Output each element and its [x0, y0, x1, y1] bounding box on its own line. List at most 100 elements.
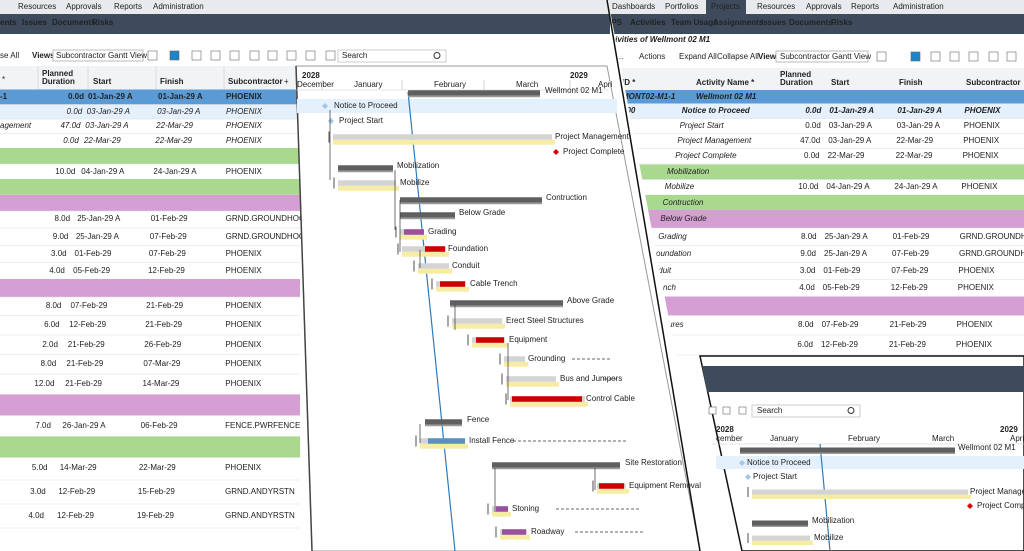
cell: 5.0d	[32, 463, 48, 472]
month: February	[434, 80, 466, 89]
cell: 22-Mar-29	[896, 151, 933, 160]
toolbar-icon[interactable]	[325, 50, 336, 61]
row-band	[0, 89, 300, 105]
cell-id: MONT02-M1-1	[622, 92, 676, 101]
toolbar-item[interactable]: Expand All	[679, 52, 717, 61]
collapse-all[interactable]: se All	[0, 51, 19, 60]
summary-bar	[408, 90, 540, 96]
toolbar-icon[interactable]	[876, 51, 887, 62]
toolbar-icon[interactable]	[229, 50, 240, 61]
cell: 4.0d	[799, 283, 815, 292]
toolbar-icon[interactable]	[722, 406, 731, 415]
add-column[interactable]: +	[284, 77, 289, 86]
cell: 01-Feb-29	[151, 214, 188, 223]
menu-item[interactable]: Resources	[18, 2, 56, 11]
submenu-item[interactable]: Documents	[789, 18, 833, 27]
bar-progress	[476, 337, 504, 343]
task-label: Control Cable	[586, 394, 635, 403]
bar-progress	[502, 529, 526, 535]
search-box[interactable]	[751, 404, 861, 418]
toolbar-icon[interactable]	[738, 406, 747, 415]
search-box[interactable]	[337, 49, 447, 63]
submenu-item[interactable]: Risks	[831, 18, 853, 27]
milestone	[328, 118, 334, 124]
task-label: Project Management	[555, 132, 630, 141]
cell: 24-Jan-29 A	[153, 167, 197, 176]
toolbar-icon[interactable]	[305, 50, 316, 61]
menu-item[interactable]: Portfolios	[665, 2, 698, 11]
submenu-item[interactable]: Risks	[92, 18, 114, 27]
submenu-item[interactable]: Issues	[22, 18, 47, 27]
toolbar-icon[interactable]	[930, 51, 941, 62]
cell-name: Mobilize	[665, 182, 695, 191]
task-label: Install Fence	[469, 436, 515, 445]
toolbar-icon[interactable]	[988, 51, 999, 62]
menu-item[interactable]: Administration	[893, 2, 944, 11]
menu-item[interactable]: Approvals	[806, 2, 842, 11]
bar-remaining	[472, 342, 508, 348]
bar	[752, 535, 810, 541]
view-select[interactable]	[52, 49, 144, 62]
bar-remaining	[338, 185, 399, 191]
row-band	[608, 103, 1024, 119]
milestone	[322, 103, 328, 109]
toolbar-item[interactable]: Collapse All	[717, 52, 759, 61]
toolbar-icon[interactable]	[210, 50, 221, 61]
cell-name: Notice to Proceed	[682, 106, 751, 115]
summary-shadow	[408, 95, 540, 98]
toolbar-icon[interactable]	[267, 50, 278, 61]
cell: PHOENIX	[225, 359, 262, 368]
cell: 22-Mar-29	[139, 463, 176, 472]
submenu-item[interactable]: EPS	[606, 18, 623, 27]
toolbar-icon[interactable]	[147, 50, 158, 61]
cell: 12-Feb-29	[891, 283, 928, 292]
cell: 19-Feb-29	[137, 511, 174, 520]
menu-item[interactable]: Projects	[711, 2, 740, 11]
menu-item[interactable]: Reports	[114, 2, 142, 11]
submenu-item[interactable]: Assignments	[713, 18, 764, 27]
cell: 05-Feb-29	[73, 266, 110, 275]
cell: 26-Feb-29	[144, 340, 181, 349]
cell: 25-Jan-29 A	[825, 232, 869, 241]
toolbar-icon[interactable]	[191, 50, 202, 61]
row-band	[608, 210, 1024, 228]
menu-item[interactable]: Dashboards	[612, 2, 655, 11]
milestone	[739, 460, 745, 466]
cell: 3.0d	[30, 487, 46, 496]
submenu-bar	[608, 14, 1024, 34]
toolbar-item[interactable]: Subcontractor Gantt View	[780, 52, 871, 61]
menu-item[interactable]: Reports	[851, 2, 879, 11]
cell: 9.0d	[53, 232, 69, 241]
month: February	[848, 434, 880, 443]
submenu-item[interactable]: Team Usage	[671, 18, 718, 27]
submenu-item[interactable]: Activities	[630, 18, 666, 27]
toolbar-icon[interactable]	[708, 406, 717, 415]
toolbar-icon[interactable]	[169, 50, 180, 61]
row-label: -1	[0, 92, 8, 101]
submenu-item[interactable]: Documents	[52, 18, 96, 27]
col-id: ID *	[622, 78, 636, 87]
task-label: Contruction	[546, 193, 587, 202]
submenu-item[interactable]: ents	[0, 18, 17, 27]
toolbar-icon[interactable]	[968, 51, 979, 62]
submenu-item[interactable]: Issues	[761, 18, 786, 27]
toolbar-icon[interactable]	[1006, 51, 1017, 62]
summary-shadow	[400, 217, 455, 220]
toolbar-icon[interactable]	[249, 50, 260, 61]
menu-item[interactable]: Administration	[153, 2, 204, 11]
cell: 22-Mar-29	[154, 136, 192, 145]
summary-bar	[400, 212, 455, 218]
bar-remaining	[418, 268, 452, 274]
toolbar-icon[interactable]	[949, 51, 960, 62]
toolbar-icon[interactable]	[910, 51, 921, 62]
bar-remaining	[510, 401, 588, 407]
menu-item[interactable]: Resources	[757, 2, 795, 11]
toolbar-icon[interactable]	[286, 50, 297, 61]
toolbar-item[interactable]: Actions	[639, 52, 665, 61]
menu-item[interactable]: Approvals	[66, 2, 102, 11]
month: January	[354, 80, 382, 89]
cell: PHOENIX	[225, 340, 262, 349]
cell: GRND.ANDYRSTN	[225, 511, 295, 520]
toolbar-item[interactable]: Views	[758, 52, 781, 61]
